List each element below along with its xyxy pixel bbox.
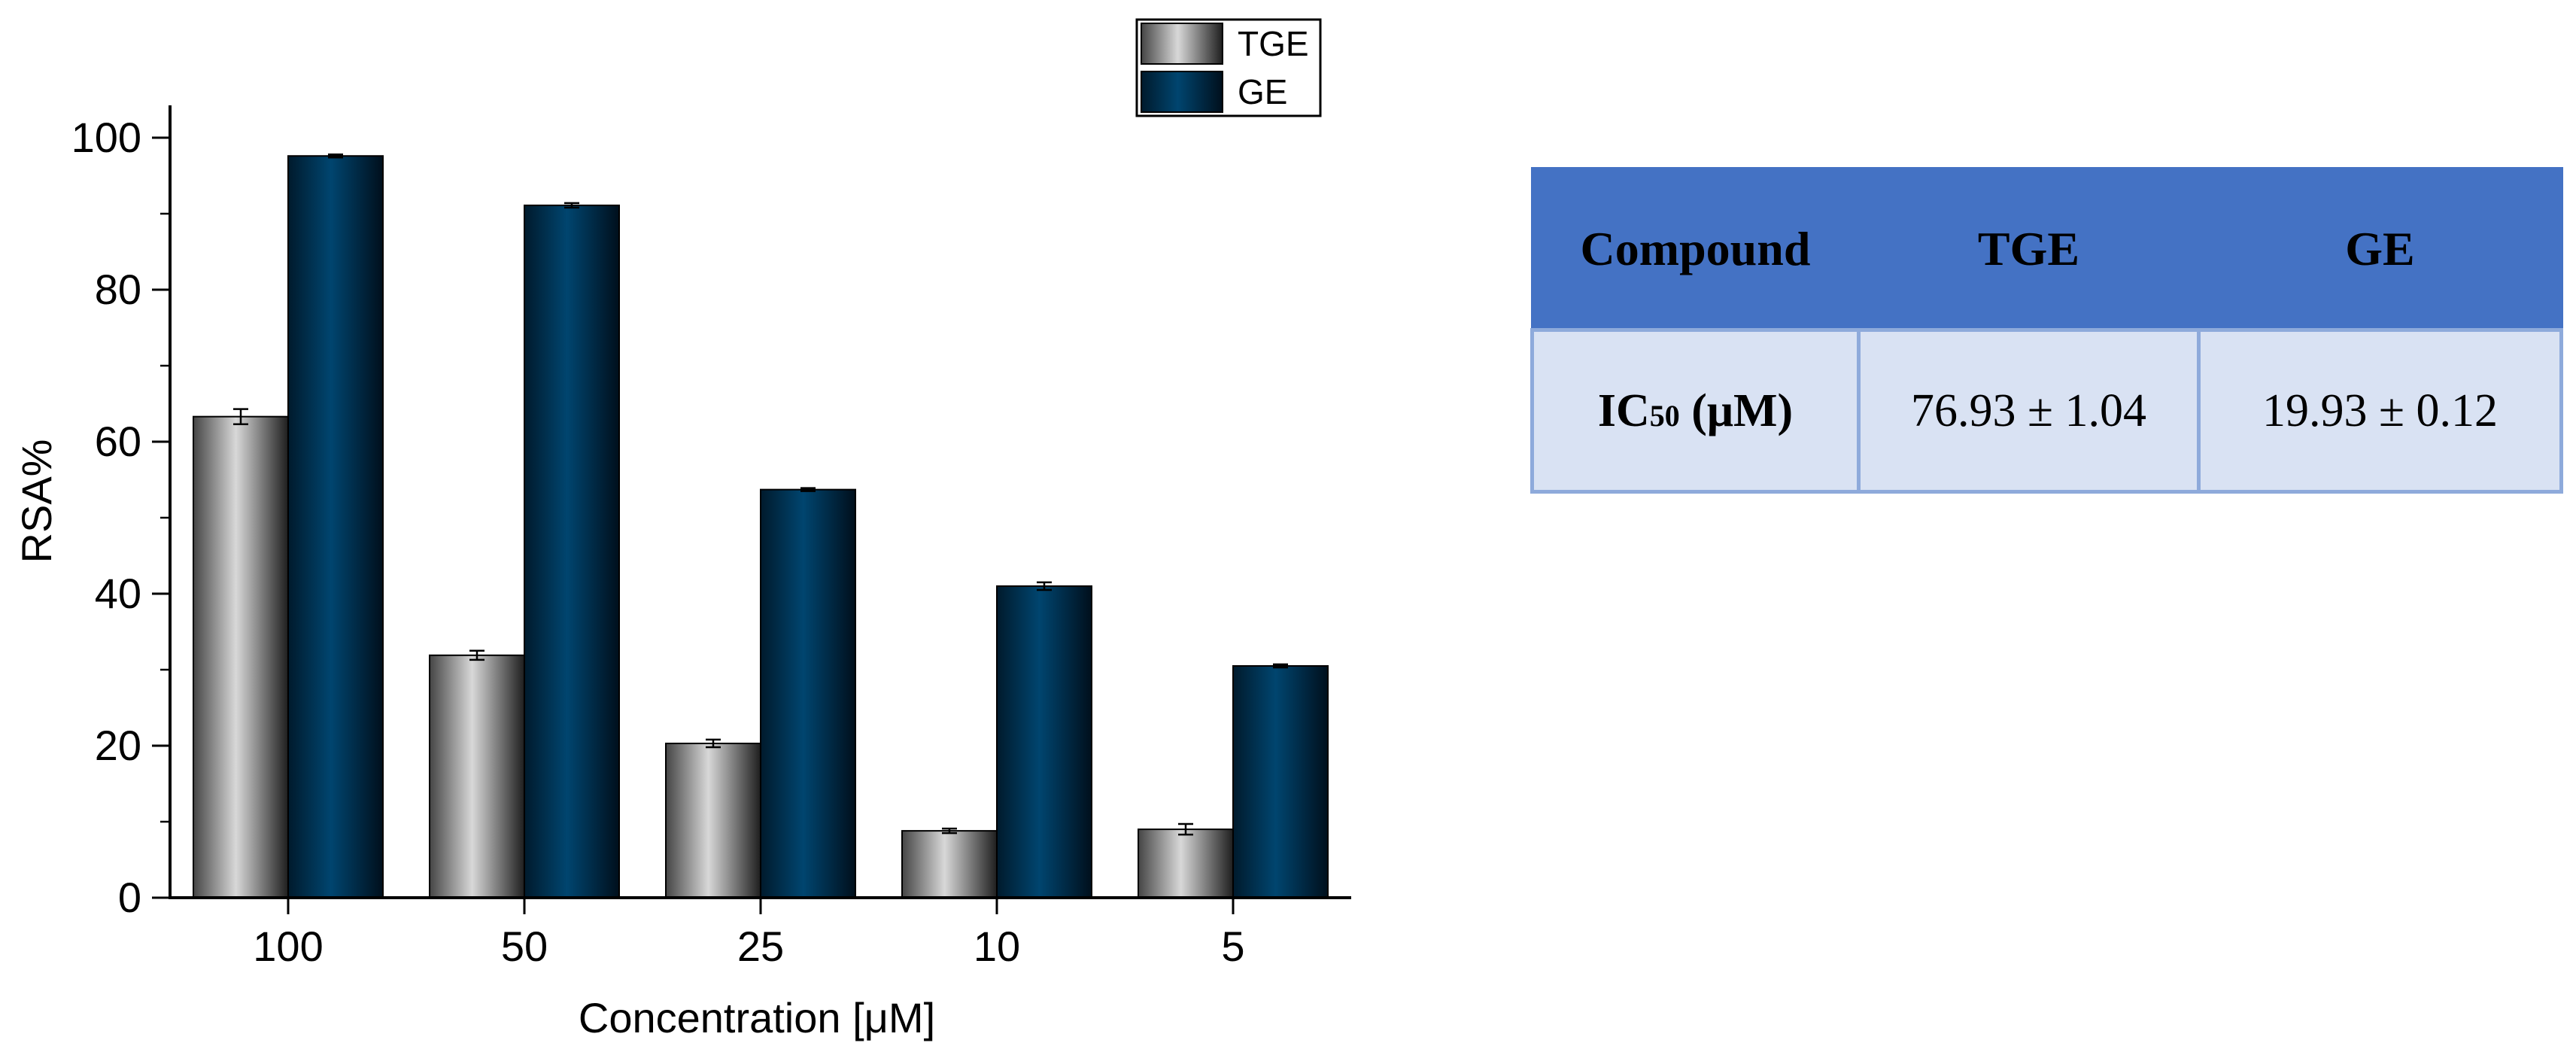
x-tick-label-10: 10 (974, 923, 1020, 970)
x-ticks-layer: 100 50 25 10 5 (253, 898, 1245, 970)
bar-tge-25 (665, 742, 761, 898)
bars-layer (193, 155, 1329, 899)
error-bar-tge-50 (469, 649, 485, 661)
header-tge: TGE (1857, 167, 2201, 332)
y-tick-label-100: 100 (71, 114, 141, 161)
row-label-subscript: 50 (1649, 398, 1680, 433)
error-bar-ge-5 (1273, 663, 1288, 669)
bar-ge-25 (760, 488, 856, 898)
bar-tge-5 (1138, 828, 1234, 898)
error-bar-tge-25 (706, 738, 721, 749)
legend-label-tge: TGE (1238, 24, 1309, 63)
bar-ge-50 (524, 204, 620, 898)
ic50-table: Compound TGE GE IC50 (μM) 76.93 ± 1.04 1… (1530, 167, 2563, 494)
error-bar-tge-5 (1178, 822, 1193, 836)
error-bar-tge-100 (233, 408, 248, 426)
error-bar-tge-10 (942, 827, 957, 835)
error-bar-ge-100 (328, 153, 343, 159)
legend-swatch-ge (1141, 71, 1223, 113)
bar-ge-10 (996, 585, 1092, 899)
y-tick-label-60: 60 (95, 418, 141, 465)
bar-tge-10 (901, 830, 998, 898)
header-ge: GE (2197, 167, 2563, 332)
row-label-main: IC (1597, 385, 1650, 436)
y-tick-label-80: 80 (95, 266, 141, 313)
bar-ge-100 (287, 155, 384, 899)
rsa-bar-chart: 0 20 40 60 80 100 100 50 25 10 5 RSA% Concentrati… (13, 18, 1351, 1041)
cell-ge-ic50: 19.93 ± 0.12 (2197, 328, 2563, 494)
y-axis-label: RSA% (13, 439, 60, 564)
y-ticks-layer: 0 20 40 60 80 100 (71, 114, 170, 921)
x-tick-label-50: 50 (501, 923, 548, 970)
bar-ge-5 (1232, 664, 1329, 898)
bar-tge-100 (193, 415, 289, 898)
x-tick-label-100: 100 (253, 923, 323, 970)
cell-tge-ic50: 76.93 ± 1.04 (1857, 328, 2201, 494)
table-header-row: Compound TGE GE (1530, 167, 2563, 332)
legend-swatch-tge (1141, 23, 1223, 65)
x-tick-label-25: 25 (737, 923, 784, 970)
bar-tge-50 (429, 654, 525, 898)
row-label-unit: (μM) (1679, 385, 1794, 436)
row-label-ic50: IC50 (μM) (1530, 328, 1861, 494)
table-row: IC50 (μM) 76.93 ± 1.04 19.93 ± 0.12 (1530, 328, 2563, 494)
y-tick-label-40: 40 (95, 570, 141, 617)
legend-label-ge: GE (1238, 72, 1287, 111)
error-bar-ge-10 (1037, 581, 1052, 591)
x-tick-label-5: 5 (1221, 923, 1244, 970)
error-bar-ge-25 (800, 487, 816, 492)
x-axis-label: Concentration [μM] (579, 994, 935, 1041)
error-bars-layer (233, 153, 1288, 836)
error-bar-ge-50 (564, 202, 579, 209)
y-tick-label-0: 0 (118, 874, 141, 921)
header-compound: Compound (1530, 167, 1861, 332)
y-tick-label-20: 20 (95, 722, 141, 769)
legend: TGE GE (1135, 18, 1322, 117)
